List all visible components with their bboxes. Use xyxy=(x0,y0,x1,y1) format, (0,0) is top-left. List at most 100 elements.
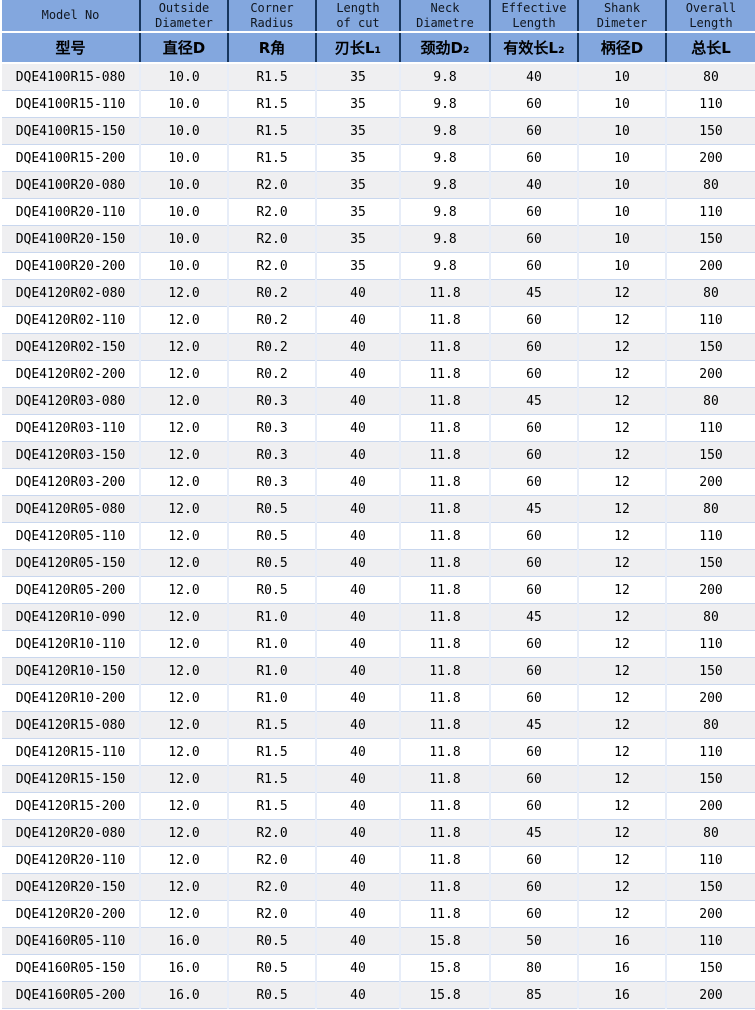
table-row: DQE4120R05-080 12.0 R0.5 40 11.8 45 12 8… xyxy=(2,495,755,523)
cell-outside-diameter: 10.0 xyxy=(140,117,229,145)
cell-length-of-cut: 40 xyxy=(316,765,401,793)
cell-model: DQE4120R02-080 xyxy=(2,279,141,307)
cell-model: DQE4100R15-150 xyxy=(2,117,141,145)
cell-length-of-cut: 40 xyxy=(316,738,401,766)
table-row: DQE4120R15-200 12.0 R1.5 40 11.8 60 12 2… xyxy=(2,792,755,820)
cell-corner-radius: R0.5 xyxy=(228,576,317,604)
cell-neck-diametre: 11.8 xyxy=(400,279,491,307)
cell-length-of-cut: 40 xyxy=(316,711,401,739)
cell-length-of-cut: 40 xyxy=(316,387,401,415)
cell-outside-diameter: 12.0 xyxy=(140,738,229,766)
cell-overall-length: 110 xyxy=(666,306,755,334)
cell-effective-length: 40 xyxy=(490,171,579,199)
cell-model: DQE4120R02-200 xyxy=(2,360,141,388)
header-row-chinese: 型号 直径D R角 刃长L₁ 颈劲D₂ 有效长L₂ 柄径D 总长L xyxy=(2,32,755,64)
cell-model: DQE4120R02-110 xyxy=(2,306,141,334)
cell-corner-radius: R0.5 xyxy=(228,927,317,955)
cell-length-of-cut: 35 xyxy=(316,90,401,118)
cell-overall-length: 150 xyxy=(666,657,755,685)
cell-effective-length: 80 xyxy=(490,954,579,982)
cell-length-of-cut: 40 xyxy=(316,900,401,928)
cell-corner-radius: R0.5 xyxy=(228,522,317,550)
cell-shank-dimeter: 12 xyxy=(578,279,667,307)
cell-length-of-cut: 40 xyxy=(316,333,401,361)
cell-length-of-cut: 35 xyxy=(316,198,401,226)
cell-model: DQE4100R15-200 xyxy=(2,144,141,172)
cell-corner-radius: R1.5 xyxy=(228,63,317,91)
cell-model: DQE4120R15-080 xyxy=(2,711,141,739)
table-row: DQE4120R02-080 12.0 R0.2 40 11.8 45 12 8… xyxy=(2,279,755,307)
table-row: DQE4120R10-090 12.0 R1.0 40 11.8 45 12 8… xyxy=(2,603,755,631)
cell-outside-diameter: 12.0 xyxy=(140,576,229,604)
cell-model: DQE4100R20-150 xyxy=(2,225,141,253)
cell-model: DQE4120R05-110 xyxy=(2,522,141,550)
cell-overall-length: 200 xyxy=(666,981,755,1009)
cell-outside-diameter: 12.0 xyxy=(140,630,229,658)
cell-neck-diametre: 11.8 xyxy=(400,387,491,415)
cell-outside-diameter: 12.0 xyxy=(140,900,229,928)
table-row: DQE4120R02-110 12.0 R0.2 40 11.8 60 12 1… xyxy=(2,306,755,334)
cell-model: DQE4120R15-200 xyxy=(2,792,141,820)
cell-effective-length: 40 xyxy=(490,63,579,91)
cell-length-of-cut: 40 xyxy=(316,954,401,982)
cell-corner-radius: R0.5 xyxy=(228,954,317,982)
table-row: DQE4120R20-110 12.0 R2.0 40 11.8 60 12 1… xyxy=(2,846,755,874)
cell-overall-length: 110 xyxy=(666,198,755,226)
cell-model: DQE4120R20-110 xyxy=(2,846,141,874)
cell-outside-diameter: 12.0 xyxy=(140,360,229,388)
cell-overall-length: 110 xyxy=(666,90,755,118)
table-row: DQE4120R15-080 12.0 R1.5 40 11.8 45 12 8… xyxy=(2,711,755,739)
cell-corner-radius: R1.5 xyxy=(228,738,317,766)
cell-shank-dimeter: 12 xyxy=(578,900,667,928)
cell-overall-length: 200 xyxy=(666,144,755,172)
table-row: DQE4120R10-110 12.0 R1.0 40 11.8 60 12 1… xyxy=(2,630,755,658)
cell-overall-length: 110 xyxy=(666,414,755,442)
cell-neck-diametre: 11.8 xyxy=(400,360,491,388)
cell-effective-length: 60 xyxy=(490,900,579,928)
table-row: DQE4120R20-150 12.0 R2.0 40 11.8 60 12 1… xyxy=(2,873,755,901)
cell-shank-dimeter: 10 xyxy=(578,63,667,91)
table-row: DQE4120R05-200 12.0 R0.5 40 11.8 60 12 2… xyxy=(2,576,755,604)
cell-model: DQE4160R05-200 xyxy=(2,981,141,1009)
cell-effective-length: 60 xyxy=(490,441,579,469)
col-header-effective-length-cn: 有效长L₂ xyxy=(490,32,579,64)
table-row: DQE4120R10-150 12.0 R1.0 40 11.8 60 12 1… xyxy=(2,657,755,685)
cell-corner-radius: R0.3 xyxy=(228,468,317,496)
cell-corner-radius: R0.2 xyxy=(228,279,317,307)
col-header-neck-diametre-en: Neck Diametre xyxy=(400,0,491,33)
cell-shank-dimeter: 12 xyxy=(578,630,667,658)
cell-neck-diametre: 11.8 xyxy=(400,441,491,469)
cell-neck-diametre: 11.8 xyxy=(400,684,491,712)
cell-effective-length: 60 xyxy=(490,792,579,820)
cell-neck-diametre: 9.8 xyxy=(400,225,491,253)
cell-length-of-cut: 35 xyxy=(316,117,401,145)
cell-length-of-cut: 40 xyxy=(316,630,401,658)
cell-overall-length: 80 xyxy=(666,387,755,415)
col-header-overall-length-en: Overall Length xyxy=(666,0,755,33)
cell-corner-radius: R2.0 xyxy=(228,198,317,226)
cell-model: DQE4120R15-110 xyxy=(2,738,141,766)
cell-model: DQE4120R20-200 xyxy=(2,900,141,928)
col-header-neck-diametre-cn: 颈劲D₂ xyxy=(400,32,491,64)
cell-shank-dimeter: 12 xyxy=(578,765,667,793)
cell-effective-length: 60 xyxy=(490,414,579,442)
cell-model: DQE4120R02-150 xyxy=(2,333,141,361)
cell-neck-diametre: 11.8 xyxy=(400,603,491,631)
cell-overall-length: 150 xyxy=(666,765,755,793)
cell-outside-diameter: 10.0 xyxy=(140,90,229,118)
cell-length-of-cut: 40 xyxy=(316,873,401,901)
table-row: DQE4120R20-200 12.0 R2.0 40 11.8 60 12 2… xyxy=(2,900,755,928)
cell-neck-diametre: 11.8 xyxy=(400,765,491,793)
cell-neck-diametre: 9.8 xyxy=(400,198,491,226)
cell-length-of-cut: 40 xyxy=(316,657,401,685)
cell-corner-radius: R0.2 xyxy=(228,306,317,334)
col-header-shank-dimeter-en: Shank Dimeter xyxy=(578,0,667,33)
cell-model: DQE4100R15-110 xyxy=(2,90,141,118)
table-row: DQE4100R15-110 10.0 R1.5 35 9.8 60 10 11… xyxy=(2,90,755,118)
cell-shank-dimeter: 12 xyxy=(578,603,667,631)
cell-model: DQE4120R10-200 xyxy=(2,684,141,712)
cell-corner-radius: R1.0 xyxy=(228,603,317,631)
cell-shank-dimeter: 10 xyxy=(578,144,667,172)
cell-neck-diametre: 9.8 xyxy=(400,90,491,118)
